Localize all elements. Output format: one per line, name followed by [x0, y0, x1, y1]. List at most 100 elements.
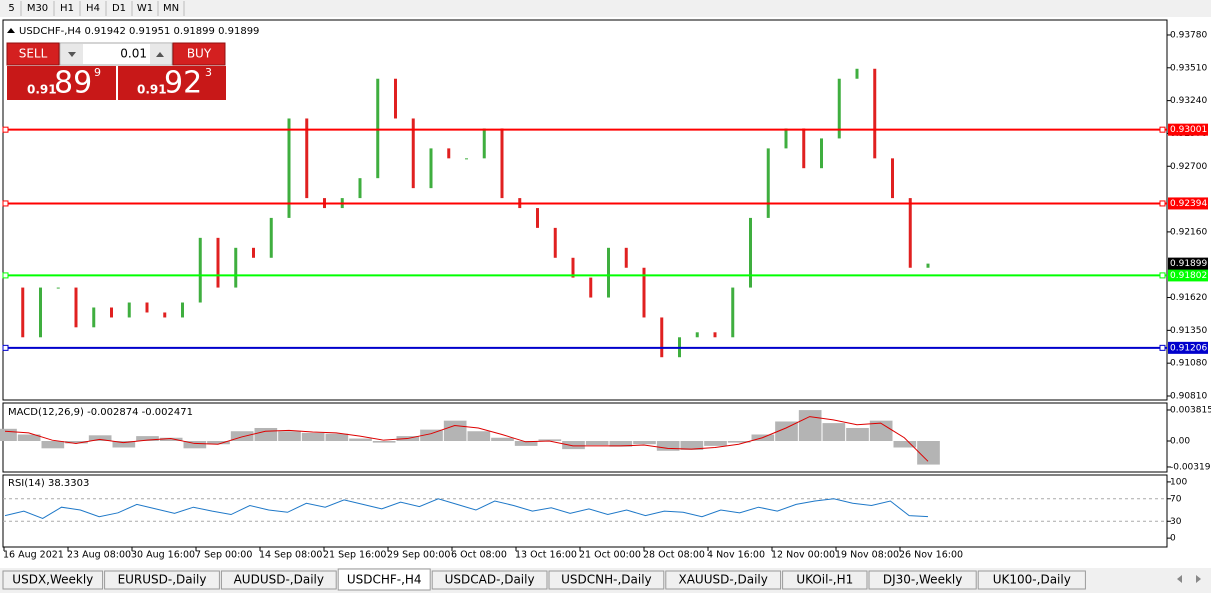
- tab[interactable]: [220, 570, 337, 590]
- bid-box[interactable]: [7, 66, 116, 100]
- tab[interactable]: [337, 568, 431, 591]
- macd-tick-label: 0.00: [1170, 436, 1190, 446]
- macd-bar: [727, 440, 751, 443]
- rsi-label: RSI(14) 38.3303: [8, 478, 89, 489]
- tab-label[interactable]: USDCAD-,Daily: [445, 573, 535, 587]
- tab-label[interactable]: USDCHF-,H4: [347, 573, 422, 587]
- tab-label[interactable]: XAUUSD-,Daily: [679, 573, 768, 587]
- rsi-panel: [2, 474, 1168, 548]
- price-bar: [411, 118, 415, 189]
- sell-button[interactable]: [6, 42, 60, 66]
- date-label: 6 Oct 08:00: [451, 550, 507, 561]
- timeframe-button[interactable]: W1: [137, 3, 153, 14]
- timeframe-button[interactable]: H1: [60, 3, 74, 14]
- level-label: 0.92394: [1170, 199, 1207, 209]
- tab-label[interactable]: USDX,Weekly: [12, 573, 93, 587]
- bid-prefix: 0.91: [27, 83, 57, 97]
- level-handle[interactable]: [2, 126, 9, 133]
- current-price-box: [1168, 257, 1208, 270]
- level-handle[interactable]: [1159, 344, 1166, 351]
- price-bar: [127, 302, 131, 318]
- tab[interactable]: [2, 570, 104, 590]
- price-tick-label: 0.91350: [1170, 326, 1207, 336]
- price-bar: [837, 78, 841, 139]
- timeframe-button[interactable]: MN: [163, 3, 179, 14]
- price-tick-label: 0.91620: [1170, 293, 1207, 303]
- lot-input[interactable]: [59, 42, 173, 66]
- tab[interactable]: [431, 570, 548, 590]
- tab-scroll[interactable]: [1177, 575, 1201, 583]
- timeframe-button[interactable]: H4: [86, 3, 100, 14]
- macd-bar: [254, 427, 278, 441]
- tab[interactable]: [548, 570, 665, 590]
- tab[interactable]: [868, 570, 977, 590]
- tab[interactable]: [977, 570, 1086, 590]
- macd-bar: [798, 410, 822, 441]
- macd-bar: [917, 440, 940, 465]
- price-tick-label: 0.93780: [1170, 30, 1207, 40]
- macd-bar: [41, 440, 65, 449]
- tab-label[interactable]: UKOil-,H1: [796, 573, 853, 587]
- macd-bar: [420, 429, 443, 441]
- macd-bar: [207, 440, 230, 445]
- price-bar: [500, 128, 504, 199]
- ask-box[interactable]: [118, 66, 226, 100]
- tab-label[interactable]: DJ30-,Weekly: [883, 573, 963, 587]
- rsi-tick-label: 100: [1170, 477, 1187, 487]
- macd-bar: [183, 440, 207, 449]
- price-bar: [234, 247, 238, 288]
- timeframe-button[interactable]: D1: [112, 3, 126, 14]
- level-handle[interactable]: [2, 200, 9, 207]
- timeframe-button[interactable]: 5: [8, 3, 14, 14]
- timeframe-button[interactable]: M30: [27, 3, 48, 14]
- macd-bar: [443, 420, 467, 441]
- price-bar: [358, 178, 362, 199]
- buy-button[interactable]: [172, 42, 226, 66]
- arrow-down: [68, 52, 76, 57]
- collapse-icon[interactable]: [7, 28, 15, 33]
- tab-label[interactable]: EURUSD-,Daily: [118, 573, 207, 587]
- rsi-tick-label: 30: [1170, 517, 1182, 527]
- price-tick-label: 0.92700: [1170, 162, 1207, 172]
- date-label: 23 Aug 08:00: [67, 550, 131, 561]
- level-handle[interactable]: [2, 272, 9, 279]
- macd-label: MACD(12,26,9) -0.002874 -0.002471: [8, 407, 193, 418]
- price-bar: [39, 287, 42, 338]
- price-bar: [873, 68, 877, 159]
- level-handle[interactable]: [1159, 200, 1166, 207]
- tab[interactable]: [782, 570, 868, 590]
- macd-panel: [2, 402, 1168, 473]
- macd-bar: [538, 439, 562, 441]
- price-bar: [305, 118, 309, 199]
- macd-bar: [349, 438, 372, 441]
- price-bar: [92, 307, 96, 328]
- price-bar: [198, 237, 202, 303]
- date-label: 28 Oct 08:00: [643, 550, 705, 561]
- level-handle[interactable]: [2, 344, 9, 351]
- macd-bar: [633, 440, 656, 445]
- tab[interactable]: [665, 570, 782, 590]
- date-label: 4 Nov 16:00: [707, 550, 765, 561]
- price-bar: [660, 317, 664, 358]
- tab-label[interactable]: USDCNH-,Daily: [561, 573, 652, 587]
- tab-label[interactable]: AUDUSD-,Daily: [234, 573, 324, 587]
- current-price: 0.91899: [1170, 259, 1207, 269]
- price-tick-label: 0.93510: [1170, 63, 1207, 73]
- date-label: 26 Nov 16:00: [899, 550, 963, 561]
- macd-bar: [467, 431, 491, 441]
- macd-tick-label: -0.003193: [1170, 462, 1211, 472]
- tab-label[interactable]: UK100-,Daily: [993, 573, 1071, 587]
- macd-bar: [301, 432, 325, 441]
- rsi-line: [4, 498, 929, 520]
- level-label: 0.93001: [1170, 125, 1207, 135]
- level-handle[interactable]: [1159, 126, 1166, 133]
- macd-bar: [372, 440, 396, 443]
- price-bar: [891, 158, 894, 199]
- price-bar: [642, 267, 646, 318]
- price-bar: [802, 128, 806, 169]
- date-label: 14 Sep 08:00: [259, 550, 322, 561]
- level-label-box: [1168, 341, 1208, 354]
- tab[interactable]: [104, 570, 220, 590]
- macd-bar: [230, 431, 254, 441]
- level-handle[interactable]: [1159, 272, 1166, 279]
